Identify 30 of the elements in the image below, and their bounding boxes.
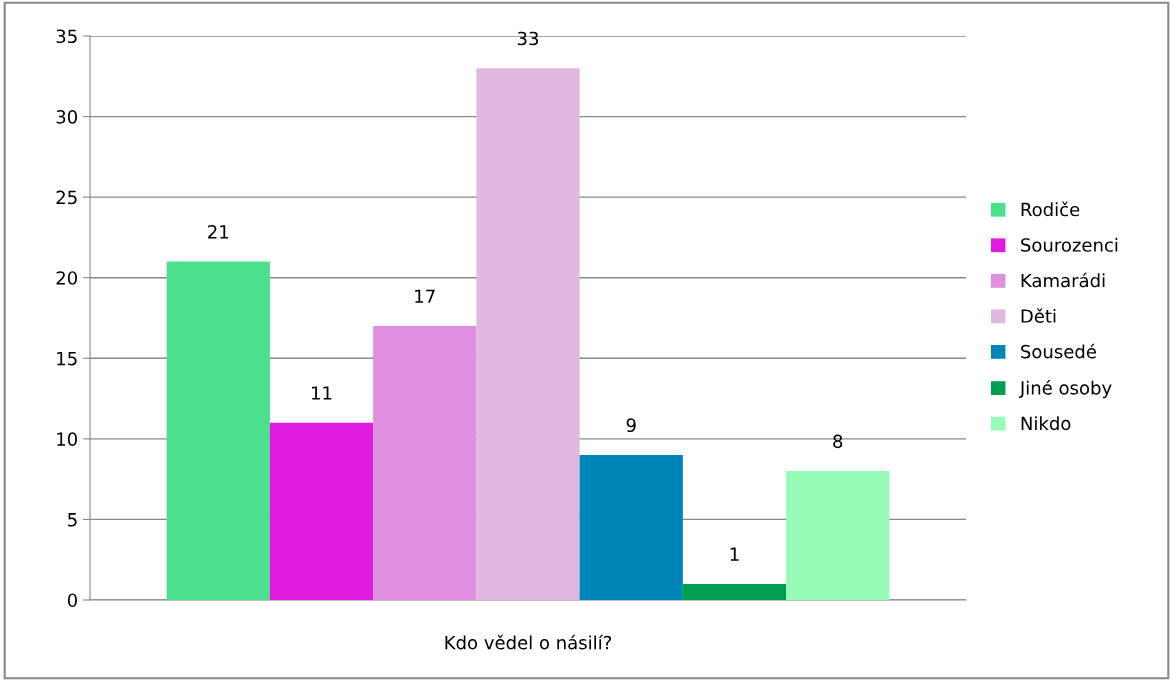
data-label: 33 <box>517 31 539 46</box>
legend-label: Sousedé <box>1021 343 1096 359</box>
legend-label: Kamarádi <box>1021 272 1105 288</box>
bar <box>476 68 580 600</box>
bar <box>786 471 890 600</box>
data-label: 1 <box>730 547 739 561</box>
x-axis-title: Kdo vědel o násilí? <box>445 634 612 650</box>
bar <box>166 261 270 600</box>
legend-label: Rodiče <box>1021 201 1080 217</box>
data-label: 9 <box>626 418 636 433</box>
y-tick-label: 0 <box>67 593 77 608</box>
y-tick-label: 20 <box>56 271 77 285</box>
legend-label: Sourozenci <box>1021 237 1118 252</box>
y-tick-label: 10 <box>57 432 77 446</box>
legend-label: Děti <box>1021 308 1056 323</box>
legend-label: Jiné osoby <box>1018 379 1112 399</box>
bar <box>373 326 477 600</box>
y-tick-label: 25 <box>56 190 77 205</box>
data-label: 11 <box>312 386 332 400</box>
data-label: 8 <box>833 434 843 449</box>
y-tick-label: 15 <box>57 351 77 366</box>
y-tick-label: 35 <box>56 29 77 44</box>
y-tick-label: 30 <box>56 110 77 124</box>
bar <box>579 454 683 600</box>
bar <box>682 583 787 600</box>
y-tick-label: 5 <box>68 513 77 527</box>
data-label: 21 <box>208 225 229 239</box>
data-label: 17 <box>415 289 435 303</box>
legend-label: Nikdo <box>1021 416 1071 431</box>
bar <box>269 422 374 600</box>
